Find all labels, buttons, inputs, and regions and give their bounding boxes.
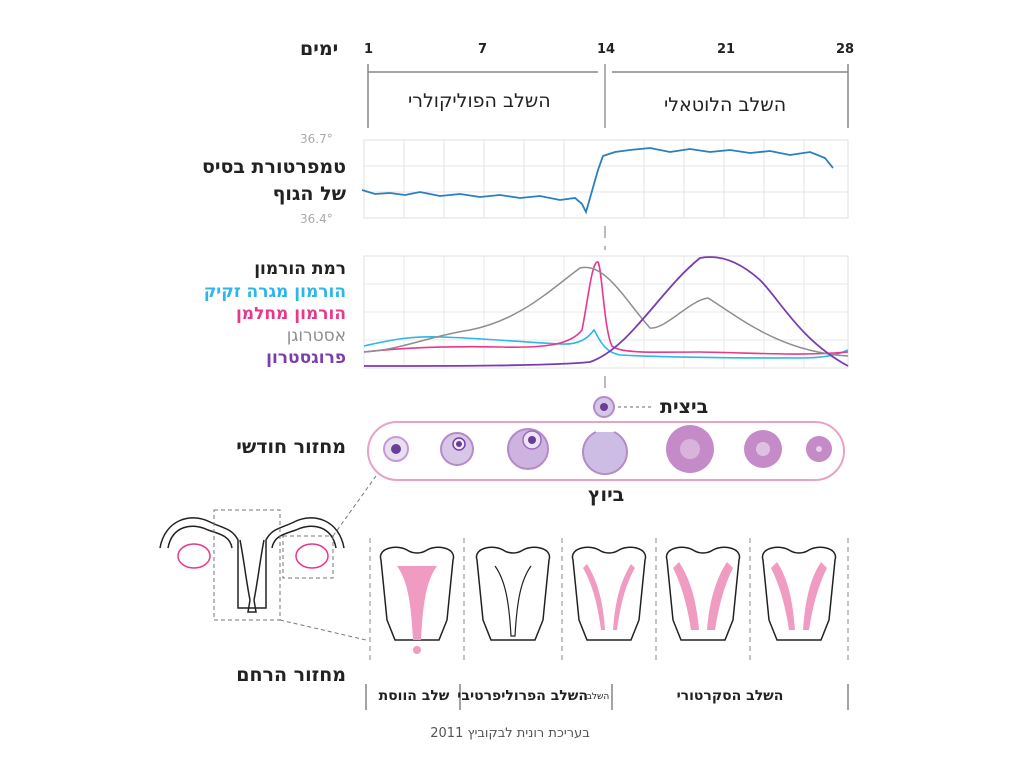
- uterine-cycle-title: מחזור הרחם: [236, 664, 346, 686]
- temperature-title-1: טמפרטורת בסיס: [201, 156, 346, 178]
- uterus-day-1: [379, 546, 455, 654]
- follicle-2: [440, 432, 474, 466]
- day-tick-14: 14: [597, 42, 616, 57]
- follicular-phase-label: השלב הפוליקולרי: [408, 90, 551, 112]
- legend-lh: הורמון מחלמן: [235, 304, 346, 324]
- menstrual-phase-label: שלב הווסת: [378, 688, 450, 704]
- day-tick-1: 1: [364, 42, 374, 57]
- temperature-panel: [361, 139, 849, 219]
- uterus-overview: [159, 517, 345, 613]
- ovulation-label: ביוץ: [588, 484, 625, 506]
- follicle-1: [383, 436, 409, 462]
- uterus-day-14: [571, 546, 647, 641]
- days-label: ימים: [300, 38, 339, 60]
- ovarian-cycle-strip: [367, 421, 845, 481]
- uterus-day-21: [665, 546, 741, 641]
- uterus-day-7: [475, 546, 551, 641]
- proliferative-phase-label: השלב הפרוליפרטיבי: [457, 688, 588, 704]
- follicle-ruptured: [582, 431, 628, 475]
- day-tick-7: 7: [478, 42, 488, 57]
- hormone-panel: [363, 255, 849, 369]
- progesterone-curve: [363, 256, 849, 367]
- corpus-albicans: [806, 436, 832, 462]
- egg-label: ביצית: [660, 396, 709, 418]
- temp-high-label: 36.7°: [300, 132, 333, 146]
- proliferative-small-label: השלב: [586, 692, 610, 702]
- uterine-panels: [369, 538, 849, 664]
- luteal-phase-label: השלב הלוטאלי: [664, 94, 787, 116]
- day-tick-21: 21: [717, 42, 736, 57]
- credit-text: בעריכת רונית לבקוביץ 2011: [430, 726, 590, 741]
- ovulated-egg: [593, 396, 652, 418]
- ovarian-cycle-title: מחזור חודשי: [236, 436, 346, 458]
- secretory-phase-label: השלב הסקרטורי: [676, 688, 784, 704]
- uterus-day-28: [761, 546, 837, 641]
- estrogen-curve: [363, 266, 849, 357]
- phase-brackets: [367, 64, 849, 128]
- follicle-3: [507, 428, 549, 470]
- hormone-title: רמת הורמון: [254, 259, 346, 279]
- temp-low-label: 36.4°: [300, 212, 333, 226]
- temperature-title-2: של הגוף: [272, 183, 346, 205]
- fsh-curve: [363, 328, 849, 359]
- zoom-boxes: [213, 475, 377, 641]
- legend-fsh: הורמון מגרה זקיק: [203, 282, 346, 302]
- corpus-luteum-1: [666, 425, 714, 473]
- legend-estrogen: אסטרוגן: [286, 326, 346, 346]
- corpus-luteum-2: [744, 430, 782, 468]
- lh-curve: [363, 261, 849, 355]
- day-tick-28: 28: [836, 42, 855, 57]
- legend-progesterone: פרוגסטרון: [266, 348, 346, 368]
- temperature-curve: [361, 147, 834, 215]
- uterine-phase-brackets: [365, 684, 849, 710]
